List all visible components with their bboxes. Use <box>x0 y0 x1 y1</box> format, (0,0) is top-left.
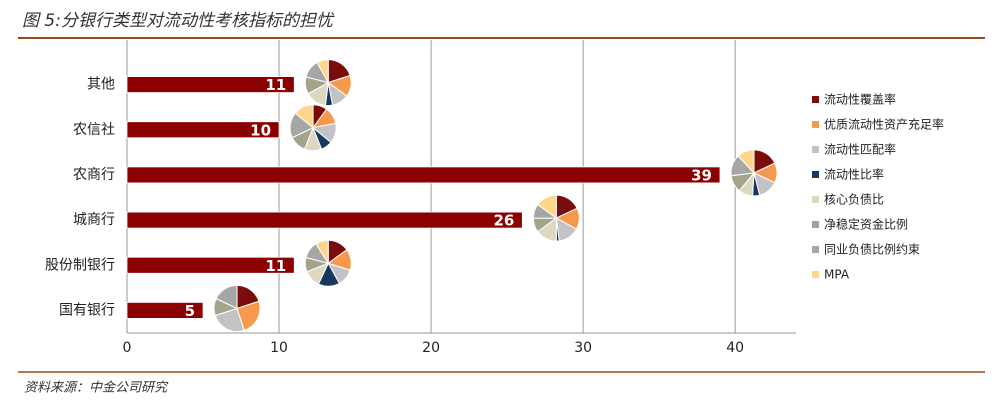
source: 资料来源：中金公司研究 <box>24 380 169 396</box>
bar <box>126 121 280 139</box>
legend-swatch <box>812 121 819 128</box>
legend-swatch <box>812 196 819 203</box>
value-label: 26 <box>493 212 514 230</box>
x-tick-label: 10 <box>270 340 288 356</box>
pie-slice <box>294 104 314 129</box>
legend-label: 流动性匹配率 <box>824 142 896 157</box>
pie-slice <box>214 307 245 332</box>
y-tick-label: 其他 <box>87 77 115 93</box>
pie-slice <box>537 194 557 220</box>
y-tick-label: 国有银行 <box>59 302 115 318</box>
legend-label: 净稳定资金比例 <box>824 217 908 232</box>
pie-slice <box>236 300 261 331</box>
bar <box>126 302 204 319</box>
x-tick-label: 30 <box>574 340 592 356</box>
bar <box>126 76 295 93</box>
value-label: 39 <box>691 166 712 184</box>
pie-slice <box>315 239 329 265</box>
legend-swatch <box>812 271 819 278</box>
y-tick-label: 农信社 <box>73 122 115 138</box>
y-tick-label: 城商行 <box>73 212 115 228</box>
y-tick-label: 农商行 <box>73 167 115 183</box>
legend-swatch <box>812 221 819 228</box>
legend-swatch <box>812 146 819 153</box>
y-tick-label: 股份制银行 <box>45 257 115 273</box>
legend-label: 优质流动性资产充足率 <box>824 117 944 132</box>
chart-title: 图 5:分银行类型对流动性考核指标的担忧 <box>22 11 335 31</box>
legend-swatch <box>812 96 819 103</box>
bar <box>126 211 523 229</box>
value-label: 11 <box>265 257 286 275</box>
x-tick-label: 40 <box>726 340 744 356</box>
bar <box>126 166 721 184</box>
x-tick-label: 20 <box>422 340 440 356</box>
legend-label: 流动性比率 <box>824 167 884 182</box>
pie-slice <box>316 59 329 83</box>
legend-label: 流动性覆盖率 <box>824 92 896 107</box>
x-tick-label: 0 <box>123 340 132 356</box>
legend-label: 核心负债比 <box>824 193 884 207</box>
legend-swatch <box>812 171 819 178</box>
legend-swatch <box>812 246 819 253</box>
bar <box>126 256 295 274</box>
pie-slice <box>737 149 755 175</box>
value-label: 10 <box>250 121 271 139</box>
legend-label: MPA <box>824 268 850 282</box>
legend-label: 同业负债比例约束 <box>824 242 920 257</box>
value-label: 11 <box>265 76 286 94</box>
value-label: 5 <box>185 302 195 320</box>
